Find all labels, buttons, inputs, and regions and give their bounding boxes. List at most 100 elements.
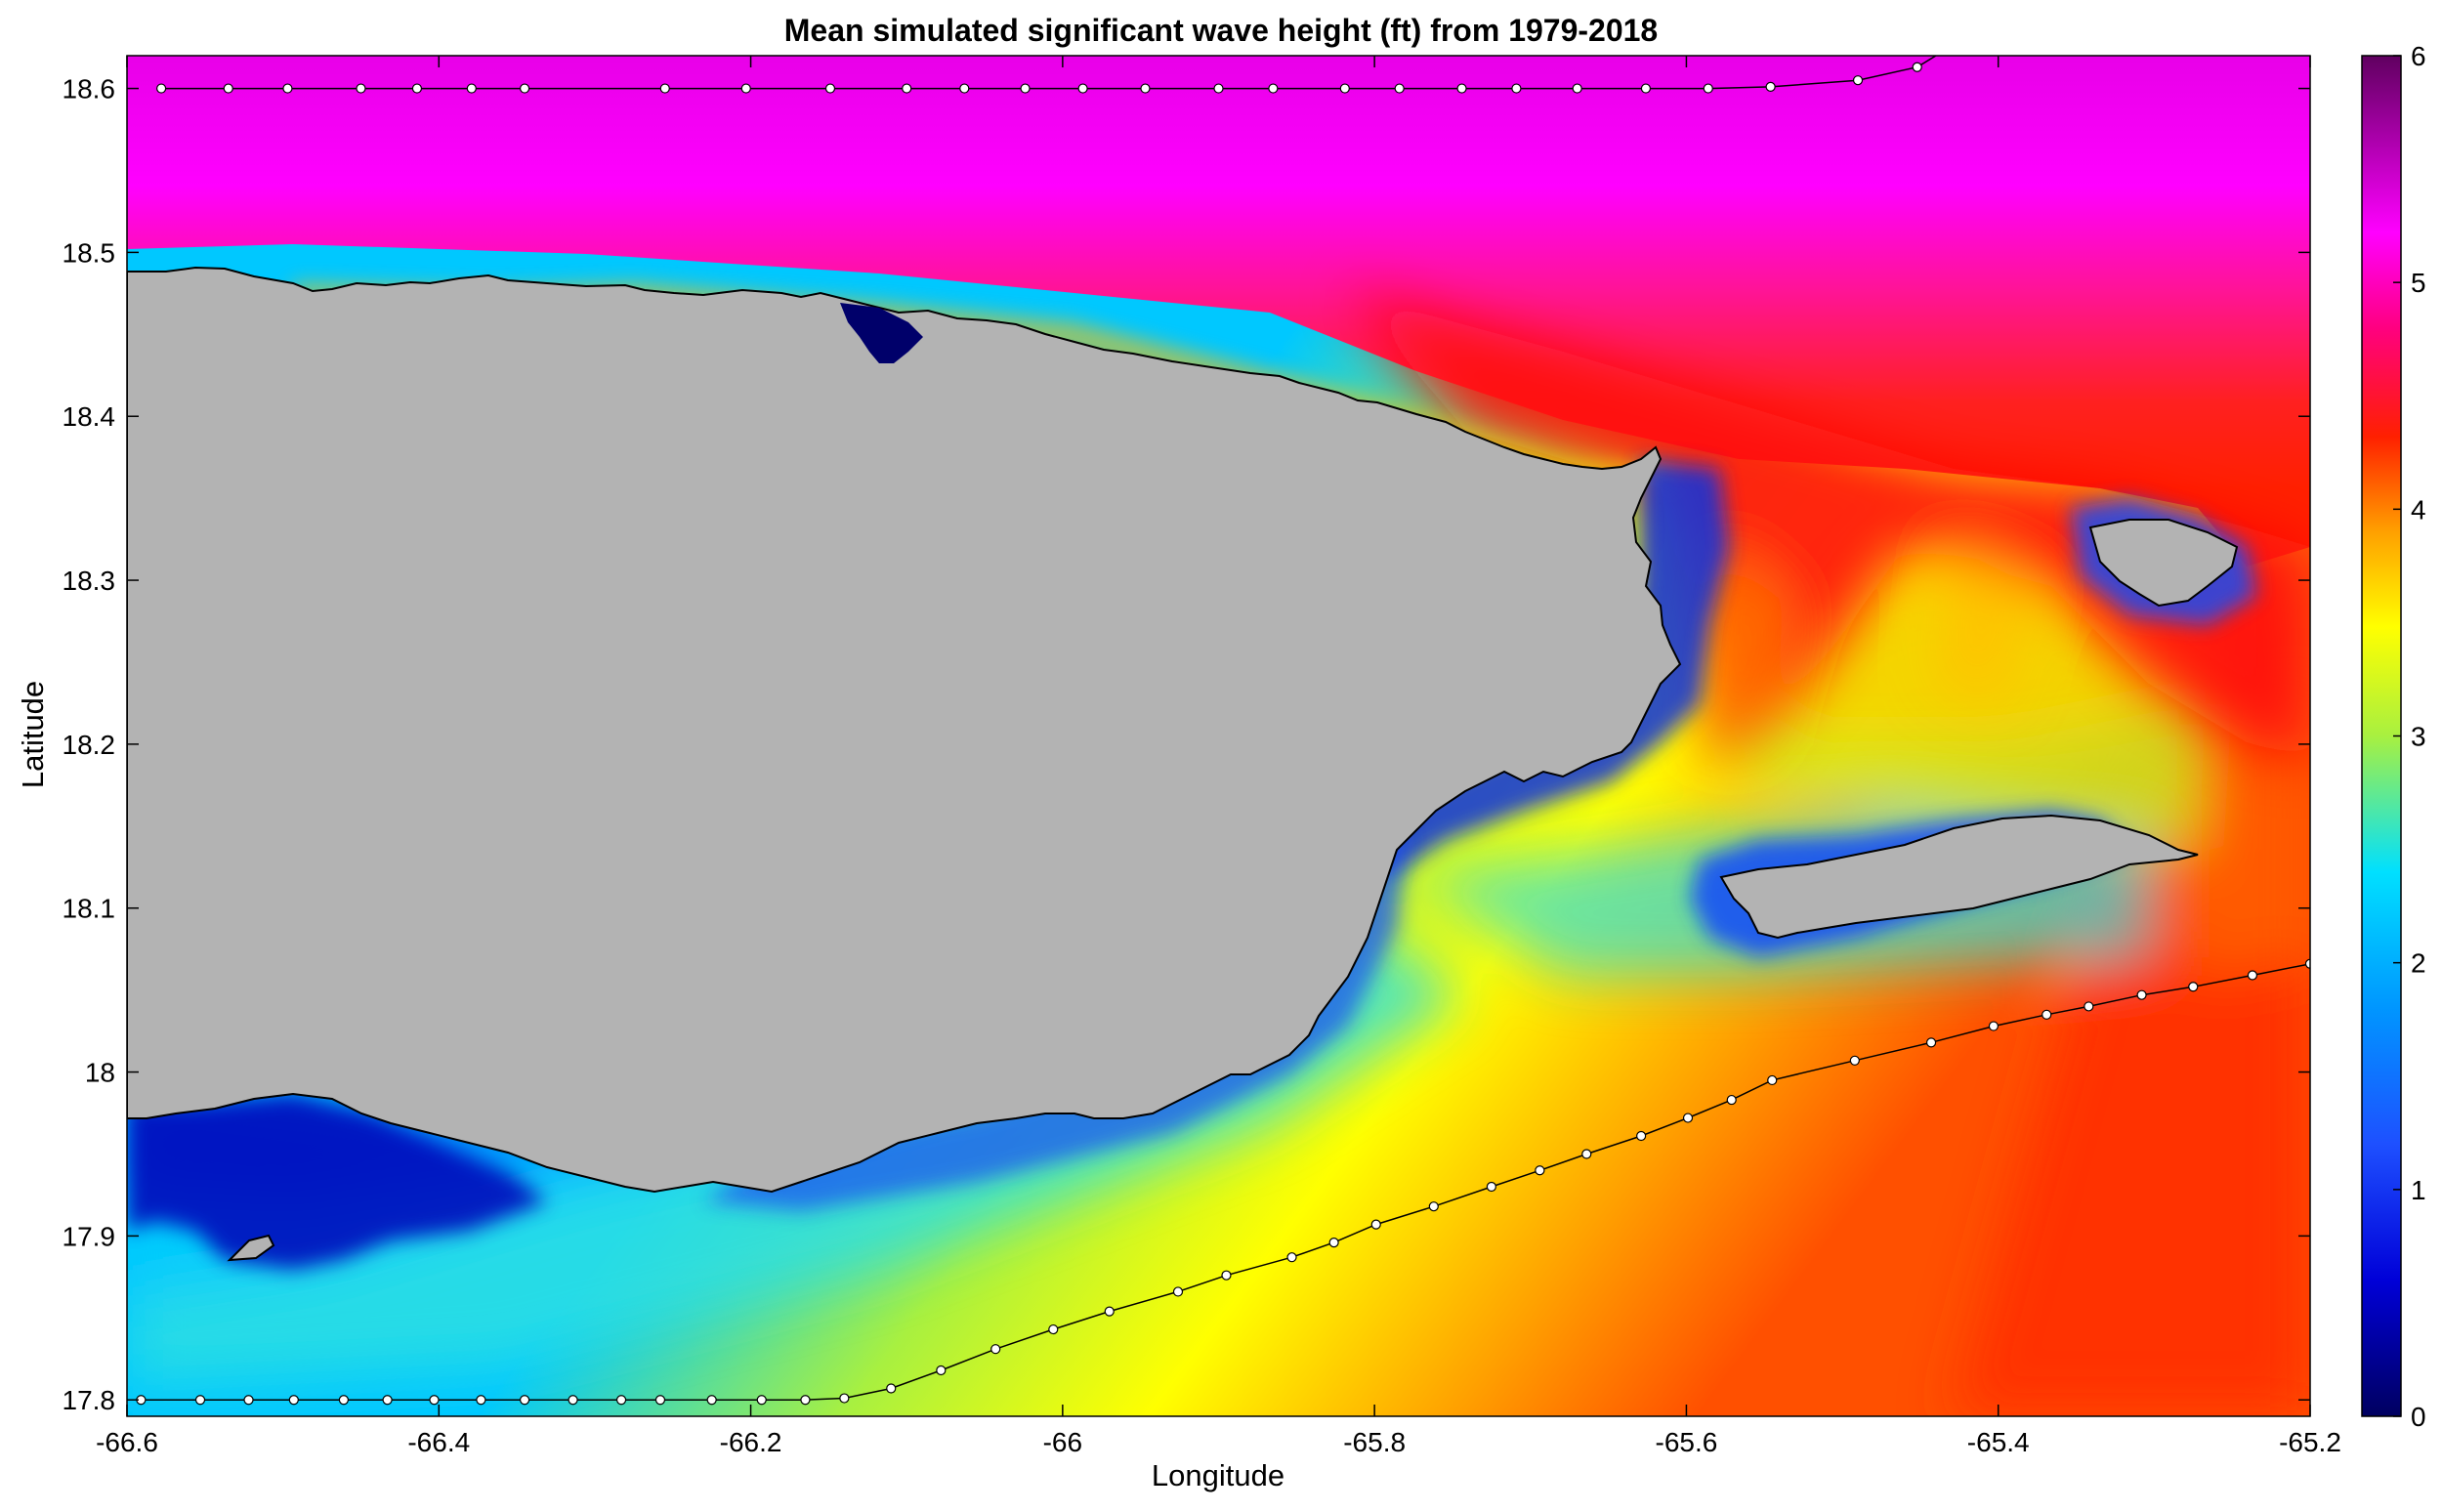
y-tick-label: 18.5 xyxy=(63,237,116,268)
track-marker xyxy=(706,1395,717,1406)
x-tick-label: -65.4 xyxy=(1967,1427,2030,1457)
track-marker xyxy=(1339,83,1350,94)
track-marker xyxy=(2042,1009,2052,1020)
colorbar-tick-label: 3 xyxy=(2411,722,2426,752)
track-marker xyxy=(1535,1165,1545,1176)
x-tick-label: -65.2 xyxy=(2279,1427,2341,1457)
track-marker xyxy=(466,83,477,94)
y-tick-label: 18 xyxy=(85,1058,115,1088)
track-marker xyxy=(615,1395,627,1406)
track-marker xyxy=(356,83,366,94)
x-tick-label: -65.8 xyxy=(1343,1427,1406,1457)
x-axis-label: Longitude xyxy=(1152,1458,1284,1492)
colorbar-tick-label: 2 xyxy=(2411,948,2426,979)
y-tick-label: 17.9 xyxy=(63,1221,116,1251)
x-axis: -66.6 -66.4 -66.2 -66 -65.8 -65.6 -65.4 -65.2 xyxy=(96,56,2341,1457)
colorbar-tick-label: 4 xyxy=(2411,494,2426,525)
plot-area xyxy=(127,56,2310,1416)
y-axis-label: Latitude xyxy=(16,681,50,788)
track-marker xyxy=(2084,1001,2094,1012)
track-marker xyxy=(1370,1219,1381,1230)
track-marker xyxy=(886,1383,897,1394)
land-vieques xyxy=(1719,814,2199,940)
track-marker xyxy=(568,1395,578,1406)
track-marker xyxy=(1221,1270,1232,1281)
track-marker xyxy=(1767,1074,1778,1086)
track-marker xyxy=(338,1395,350,1406)
colorbar-tick-label: 6 xyxy=(2411,41,2426,71)
colorbar-tick-label: 0 xyxy=(2411,1402,2426,1432)
track-marker xyxy=(1682,1113,1694,1123)
x-tick-label: -66.2 xyxy=(720,1427,782,1457)
track-marker xyxy=(654,1395,666,1406)
track-marker xyxy=(194,1395,206,1406)
track-marker xyxy=(156,83,167,94)
track-marker xyxy=(1640,83,1652,94)
track-marker xyxy=(429,1395,440,1406)
track-marker xyxy=(990,1344,1001,1355)
track-marker xyxy=(1572,83,1582,94)
y-tick-label: 18.4 xyxy=(63,401,116,432)
y-tick-label: 18.1 xyxy=(63,894,116,924)
track-marker xyxy=(1581,1149,1592,1159)
track-marker xyxy=(824,83,836,94)
track-marker xyxy=(2188,982,2199,992)
y-tick-label: 18.3 xyxy=(63,566,116,596)
track-marker xyxy=(1988,1021,2000,1031)
track-marker xyxy=(519,1395,530,1406)
track-marker xyxy=(519,83,530,94)
track-marker xyxy=(800,1395,811,1406)
track-marker xyxy=(659,83,670,94)
track-marker xyxy=(1912,62,1922,72)
track-marker xyxy=(1456,83,1467,94)
track-marker xyxy=(1849,1055,1860,1066)
track-marker xyxy=(1765,81,1776,92)
track-marker xyxy=(740,83,751,94)
land-cay xyxy=(227,1234,275,1262)
track-marker xyxy=(1486,1181,1496,1193)
track-marker xyxy=(411,83,423,94)
track-marker xyxy=(839,1393,850,1404)
track-marker xyxy=(223,83,233,94)
track-marker xyxy=(1852,75,1864,86)
track-lines xyxy=(136,56,2310,1406)
track-marker xyxy=(1020,83,1031,94)
track-marker xyxy=(1726,1094,1737,1106)
y-axis: 17.8 17.9 18 18.1 18.2 18.3 18.4 18.5 18.6 xyxy=(63,74,2310,1415)
track-marker xyxy=(2136,989,2147,1000)
track-marker xyxy=(1104,1306,1115,1317)
north-reds xyxy=(1348,293,2310,762)
track-marker xyxy=(1077,83,1088,94)
land-culebra xyxy=(2088,519,2239,608)
track-marker xyxy=(282,83,293,94)
track-marker xyxy=(902,83,912,94)
track-marker xyxy=(1328,1237,1339,1248)
colorbar-tick-label: 5 xyxy=(2411,268,2426,298)
track-marker xyxy=(1140,83,1151,94)
track-marker xyxy=(936,1365,947,1376)
track-marker xyxy=(1048,1323,1059,1335)
colorbar-ticks: 0 1 2 3 4 5 6 xyxy=(2393,41,2426,1432)
track-marker xyxy=(243,1395,254,1406)
track-marker xyxy=(1511,83,1522,94)
water-bay xyxy=(840,303,923,363)
track-marker xyxy=(1268,83,1279,94)
track-marker xyxy=(382,1395,393,1406)
track-marker xyxy=(756,1395,767,1406)
southwest-shallow xyxy=(127,1094,547,1270)
track-line-1 xyxy=(161,56,1937,90)
track-marker xyxy=(1286,1252,1297,1263)
track-marker xyxy=(1394,83,1405,94)
y-tick-label: 18.2 xyxy=(63,730,116,760)
x-tick-label: -66 xyxy=(1043,1427,1082,1457)
x-tick-label: -66.6 xyxy=(96,1427,158,1457)
colorbar-tick-label: 1 xyxy=(2411,1175,2426,1205)
x-tick-label: -66.4 xyxy=(407,1427,470,1457)
y-tick-label: 18.6 xyxy=(63,74,116,105)
track-marker xyxy=(1703,83,1713,94)
track-marker xyxy=(476,1395,486,1406)
track-marker xyxy=(288,1395,299,1406)
track-marker xyxy=(2247,970,2258,981)
y-tick-label: 17.8 xyxy=(63,1385,116,1415)
